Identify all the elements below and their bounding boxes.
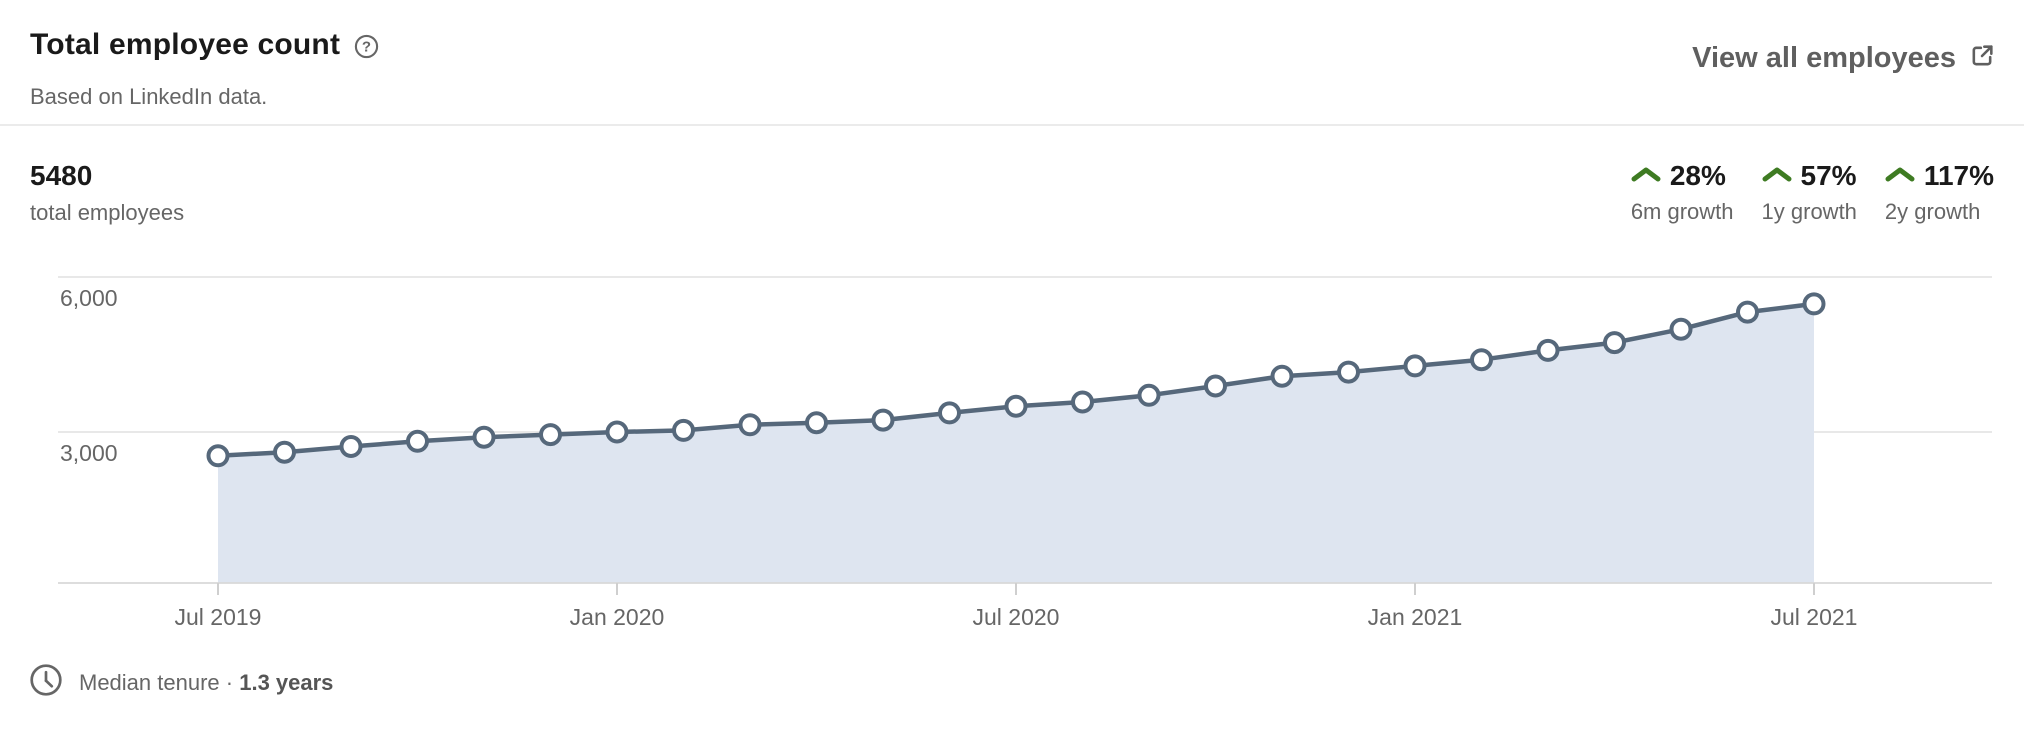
growth-stat-6m: 28% 6m growth bbox=[1631, 160, 1734, 225]
data-point-dec-2020[interactable] bbox=[1337, 360, 1360, 384]
view-all-label: View all employees bbox=[1692, 42, 1956, 74]
y-axis-label: 6,000 bbox=[60, 285, 118, 311]
x-axis-label: Jul 2020 bbox=[973, 604, 1060, 630]
growth-percent: 28% bbox=[1669, 160, 1726, 191]
total-employees-value: 5480 bbox=[30, 160, 93, 191]
data-point-may-2021[interactable] bbox=[1669, 317, 1693, 341]
data-point-oct-2020[interactable] bbox=[1204, 374, 1227, 398]
growth-label: 1y growth bbox=[1761, 199, 1857, 224]
caret-up-icon bbox=[1762, 166, 1792, 187]
view-all-employees-link[interactable]: View all employees bbox=[1692, 42, 1996, 75]
caret-up-icon bbox=[1631, 166, 1661, 187]
caret-up-icon bbox=[1885, 166, 1915, 187]
median-tenure-value: 1.3 years bbox=[239, 669, 334, 695]
data-point-aug-2020[interactable] bbox=[1071, 390, 1094, 414]
data-point-oct-2019[interactable] bbox=[406, 429, 429, 453]
data-point-jun-2021[interactable] bbox=[1736, 300, 1759, 324]
x-axis-label: Jan 2021 bbox=[1368, 604, 1463, 630]
employee-count-chart[interactable]: 6,000 3,000 Jul 2019 Jan 2020 Jul 2020 Jan 20… bbox=[0, 210, 2024, 655]
external-link-icon bbox=[1968, 42, 1996, 75]
growth-percent: 117% bbox=[1923, 160, 1994, 191]
header-divider bbox=[0, 124, 2024, 126]
data-point-nov-2020[interactable] bbox=[1270, 364, 1294, 388]
growth-label: 6m growth bbox=[1630, 199, 1734, 224]
data-point-feb-2021[interactable] bbox=[1470, 348, 1493, 372]
data-point-dec-2019[interactable] bbox=[539, 423, 562, 447]
data-point-jul-2019[interactable] bbox=[206, 444, 230, 468]
data-point-nov-2019[interactable] bbox=[472, 425, 496, 449]
growth-stats: 28% 6m growth 57% 1y growth 117% 2y grow… bbox=[1631, 160, 1994, 225]
data-point-aug-2019[interactable] bbox=[273, 440, 296, 464]
data-point-jun-2020[interactable] bbox=[938, 401, 961, 425]
median-tenure-label: Median tenure · bbox=[79, 669, 234, 695]
page-title: Total employee count bbox=[30, 28, 341, 61]
card-subtitle: Based on LinkedIn data. bbox=[30, 84, 268, 109]
data-point-jan-2020[interactable] bbox=[605, 420, 629, 444]
data-point-mar-2021[interactable] bbox=[1536, 338, 1560, 362]
data-point-sep-2019[interactable] bbox=[339, 435, 363, 458]
x-axis-label: Jan 2020 bbox=[570, 604, 665, 630]
x-axis-label: Jul 2019 bbox=[175, 604, 262, 630]
card-header: Total employee count ? bbox=[30, 28, 379, 62]
y-axis-label: 3,000 bbox=[60, 440, 118, 466]
growth-stat-2y: 117% 2y growth bbox=[1885, 160, 1994, 225]
growth-label: 2y growth bbox=[1884, 199, 1981, 224]
data-point-apr-2020[interactable] bbox=[805, 411, 828, 435]
data-point-feb-2020[interactable] bbox=[672, 418, 695, 442]
svg-text:?: ? bbox=[362, 38, 371, 55]
median-tenure: Median tenure · 1.3 years bbox=[28, 662, 333, 703]
x-axis-label: Jul 2021 bbox=[1771, 604, 1858, 630]
data-point-apr-2021[interactable] bbox=[1603, 331, 1626, 355]
median-tenure-text: Median tenure · 1.3 years bbox=[79, 670, 333, 696]
growth-percent: 57% bbox=[1800, 160, 1857, 191]
question-mark-circle-icon[interactable]: ? bbox=[354, 34, 379, 59]
total-employees-summary: 5480 total employees bbox=[30, 160, 184, 226]
data-point-jul-2020[interactable] bbox=[1004, 394, 1028, 418]
total-employees-label: total employees bbox=[30, 200, 185, 225]
data-point-mar-2020[interactable] bbox=[738, 413, 762, 437]
data-point-may-2020[interactable] bbox=[871, 408, 895, 432]
data-point-jul-2021[interactable] bbox=[1802, 292, 1826, 316]
growth-stat-1y: 57% 1y growth bbox=[1762, 160, 1857, 225]
data-point-jan-2021[interactable] bbox=[1403, 354, 1427, 378]
clock-icon bbox=[28, 662, 64, 703]
data-point-sep-2020[interactable] bbox=[1137, 383, 1161, 407]
